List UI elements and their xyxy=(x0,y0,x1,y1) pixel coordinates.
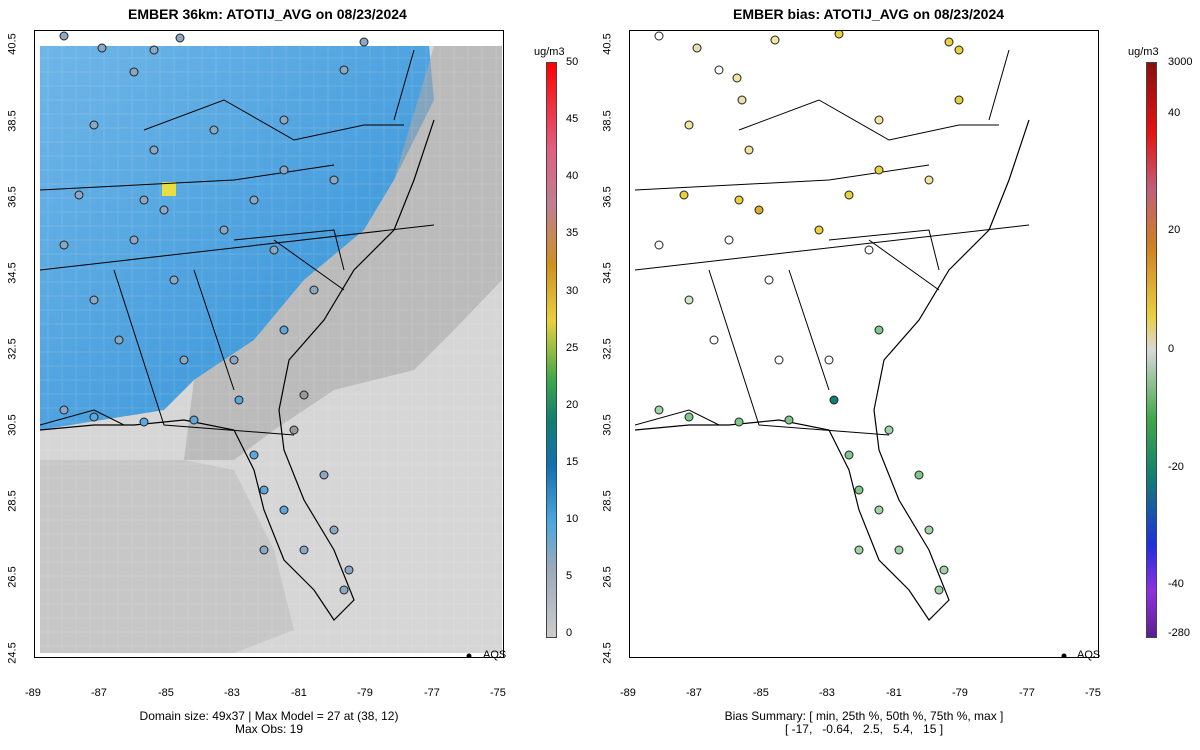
left-caption-line1: Domain size: 49x37 | Max Model = 27 at (… xyxy=(139,709,399,723)
right-caption-line1: Bias Summary: [ min, 25th %, 50th %, 75t… xyxy=(724,709,1004,723)
left-colorbar-tick: 0 xyxy=(566,627,573,639)
left-x-tick: -89 xyxy=(25,687,41,699)
right-y-tick: 32.5 xyxy=(601,338,614,360)
right-bias-sites xyxy=(654,29,964,595)
left-y-tick: 30.5 xyxy=(6,414,19,436)
left-x-axis: -89 -87 -85 -83 -81 -79 -77 -75 xyxy=(25,662,506,699)
model-grid xyxy=(40,46,502,653)
right-x-tick: -75 xyxy=(1085,687,1101,699)
left-y-tick: 32.5 xyxy=(6,338,19,360)
left-map-svg xyxy=(39,31,502,659)
right-colorbar-tick: 3000 xyxy=(1168,56,1193,68)
right-x-tick: -79 xyxy=(952,687,968,699)
left-x-tick: -77 xyxy=(424,687,440,699)
left-colorbar-tick: 40 xyxy=(566,170,579,182)
right-panel-title: EMBER bias: ATOTIJ_AVG on 08/23/2024 xyxy=(733,6,1005,22)
right-coastline xyxy=(634,119,1030,621)
left-coastline xyxy=(39,119,435,621)
right-x-tick: -87 xyxy=(686,687,702,699)
left-colorbar-tick: 45 xyxy=(566,113,579,125)
right-colorbar-tick: 20 xyxy=(1168,224,1181,236)
left-colorbar-tick: 50 xyxy=(566,56,579,68)
right-legend-dot xyxy=(1061,653,1067,659)
left-aqs-sites xyxy=(59,31,369,595)
left-colorbar xyxy=(546,62,557,638)
left-x-tick: -87 xyxy=(91,687,107,699)
left-y-tick: 26.5 xyxy=(6,566,19,588)
right-colorbar-ticks: 3000 40 20 0 -20 -40 -280 xyxy=(1168,56,1200,646)
right-y-tick: 24.5 xyxy=(601,642,614,664)
left-legend-label: AQS xyxy=(483,649,507,661)
right-state-boundaries xyxy=(634,49,1030,436)
left-y-tick: 36.5 xyxy=(6,186,19,208)
right-y-tick: 36.5 xyxy=(601,186,614,208)
left-colorbar-tick: 35 xyxy=(566,227,579,239)
model-max-cell xyxy=(162,182,176,196)
right-colorbar-tick: -280 xyxy=(1168,627,1191,639)
right-x-tick: -85 xyxy=(753,687,769,699)
right-x-axis: -89 -87 -85 -83 -81 -79 -77 -75 xyxy=(620,662,1101,699)
left-state-boundaries xyxy=(39,49,435,436)
right-x-tick: -83 xyxy=(819,687,835,699)
right-y-tick: 30.5 xyxy=(601,414,614,436)
left-panel-title: EMBER 36km: ATOTIJ_AVG on 08/23/2024 xyxy=(128,6,407,22)
left-map xyxy=(34,30,504,659)
right-x-tick: -81 xyxy=(886,687,902,699)
left-colorbar-unit: ug/m3 xyxy=(534,46,565,58)
right-legend-label: AQS xyxy=(1077,649,1101,661)
right-y-tick: 28.5 xyxy=(601,490,614,512)
right-colorbar-tick: 0 xyxy=(1168,343,1175,355)
right-x-tick: -89 xyxy=(620,687,636,699)
left-x-tick: -85 xyxy=(158,687,174,699)
left-y-tick: 24.5 xyxy=(6,642,19,664)
left-x-tick: -83 xyxy=(224,687,240,699)
right-map xyxy=(629,29,1099,659)
right-colorbar-unit: ug/m3 xyxy=(1128,46,1159,58)
right-y-tick: 40.5 xyxy=(601,33,614,55)
right-x-tick: -77 xyxy=(1019,687,1035,699)
left-x-tick: -79 xyxy=(357,687,373,699)
left-colorbar-tick: 15 xyxy=(566,456,579,468)
left-y-tick: 40.5 xyxy=(6,33,19,55)
right-y-tick: 34.5 xyxy=(601,262,614,284)
left-y-axis: 40.5 38.5 36.5 34.5 32.5 30.5 28.5 26.5 … xyxy=(6,30,28,663)
right-map-svg xyxy=(634,29,1067,659)
left-y-tick: 34.5 xyxy=(6,262,19,284)
right-caption-line2: [ -17, -0.64, 2.5, 5.4, 15 ] xyxy=(784,722,944,736)
right-colorbar xyxy=(1146,62,1157,638)
left-legend-dot xyxy=(466,653,472,659)
right-y-tick: 38.5 xyxy=(601,110,614,132)
left-caption-line2: Max Obs: 19 xyxy=(234,722,304,736)
left-y-tick: 38.5 xyxy=(6,110,19,132)
left-x-tick: -75 xyxy=(490,687,506,699)
left-colorbar-tick: 20 xyxy=(566,399,579,411)
right-colorbar-tick: 40 xyxy=(1168,107,1181,119)
right-colorbar-tick: -40 xyxy=(1168,578,1184,590)
right-y-axis: 40.5 38.5 36.5 34.5 32.5 30.5 28.5 26.5 … xyxy=(601,30,623,663)
left-colorbar-tick: 25 xyxy=(566,342,579,354)
right-y-tick: 26.5 xyxy=(601,566,614,588)
left-colorbar-tick: 5 xyxy=(566,570,573,582)
left-y-tick: 28.5 xyxy=(6,490,19,512)
left-colorbar-ticks: 50 45 40 35 30 25 20 15 10 5 0 xyxy=(566,56,596,646)
left-colorbar-tick: 10 xyxy=(566,513,579,525)
left-colorbar-tick: 30 xyxy=(566,285,579,297)
left-x-tick: -81 xyxy=(291,687,307,699)
right-colorbar-tick: -20 xyxy=(1168,461,1184,473)
